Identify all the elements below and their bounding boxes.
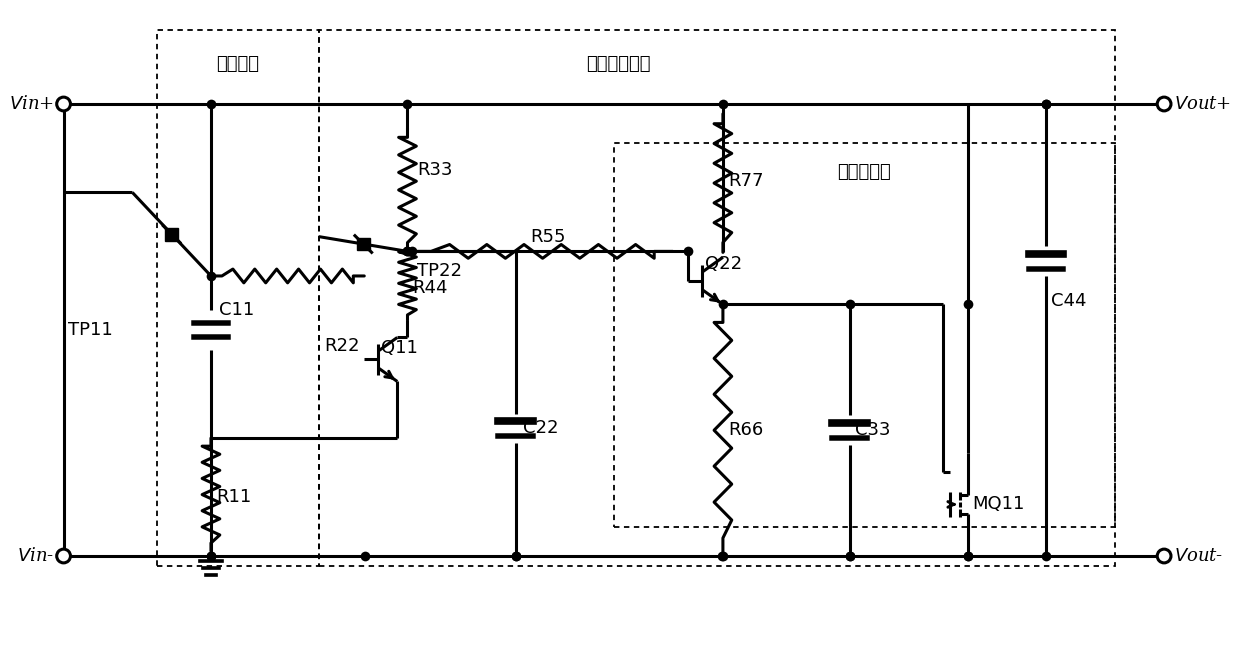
Bar [157,30,319,566]
Bar [165,228,179,241]
Text: $V$in-: $V$in- [16,547,53,565]
Circle shape [1157,97,1171,111]
Text: R22: R22 [324,337,360,354]
Text: $V$in+: $V$in+ [9,95,53,113]
Text: 缓启动电路: 缓启动电路 [837,163,892,181]
Text: TP11: TP11 [68,321,113,339]
Circle shape [57,97,71,111]
Text: C44: C44 [1052,292,1086,310]
Text: MQ11: MQ11 [972,496,1025,513]
Text: C33: C33 [854,421,890,439]
Text: $V$out-: $V$out- [1174,547,1224,565]
Text: R66: R66 [728,421,763,439]
Text: R77: R77 [728,172,764,189]
Bar [614,143,1115,527]
Bar [357,238,370,250]
Text: R55: R55 [529,228,565,246]
Text: Q22: Q22 [706,255,743,273]
Text: C11: C11 [218,302,254,319]
Circle shape [1157,549,1171,563]
Text: $V$out+: $V$out+ [1174,95,1231,113]
Text: R44: R44 [413,279,448,297]
Text: TP22: TP22 [418,262,463,280]
Text: 延时开关电路: 延时开关电路 [587,55,651,73]
Text: Q11: Q11 [381,339,418,356]
Text: 泄放电路: 泄放电路 [217,55,259,73]
Text: R11: R11 [216,488,252,506]
Text: C22: C22 [523,419,559,438]
Circle shape [57,549,71,563]
Text: R33: R33 [418,161,453,180]
Bar [319,30,1115,566]
